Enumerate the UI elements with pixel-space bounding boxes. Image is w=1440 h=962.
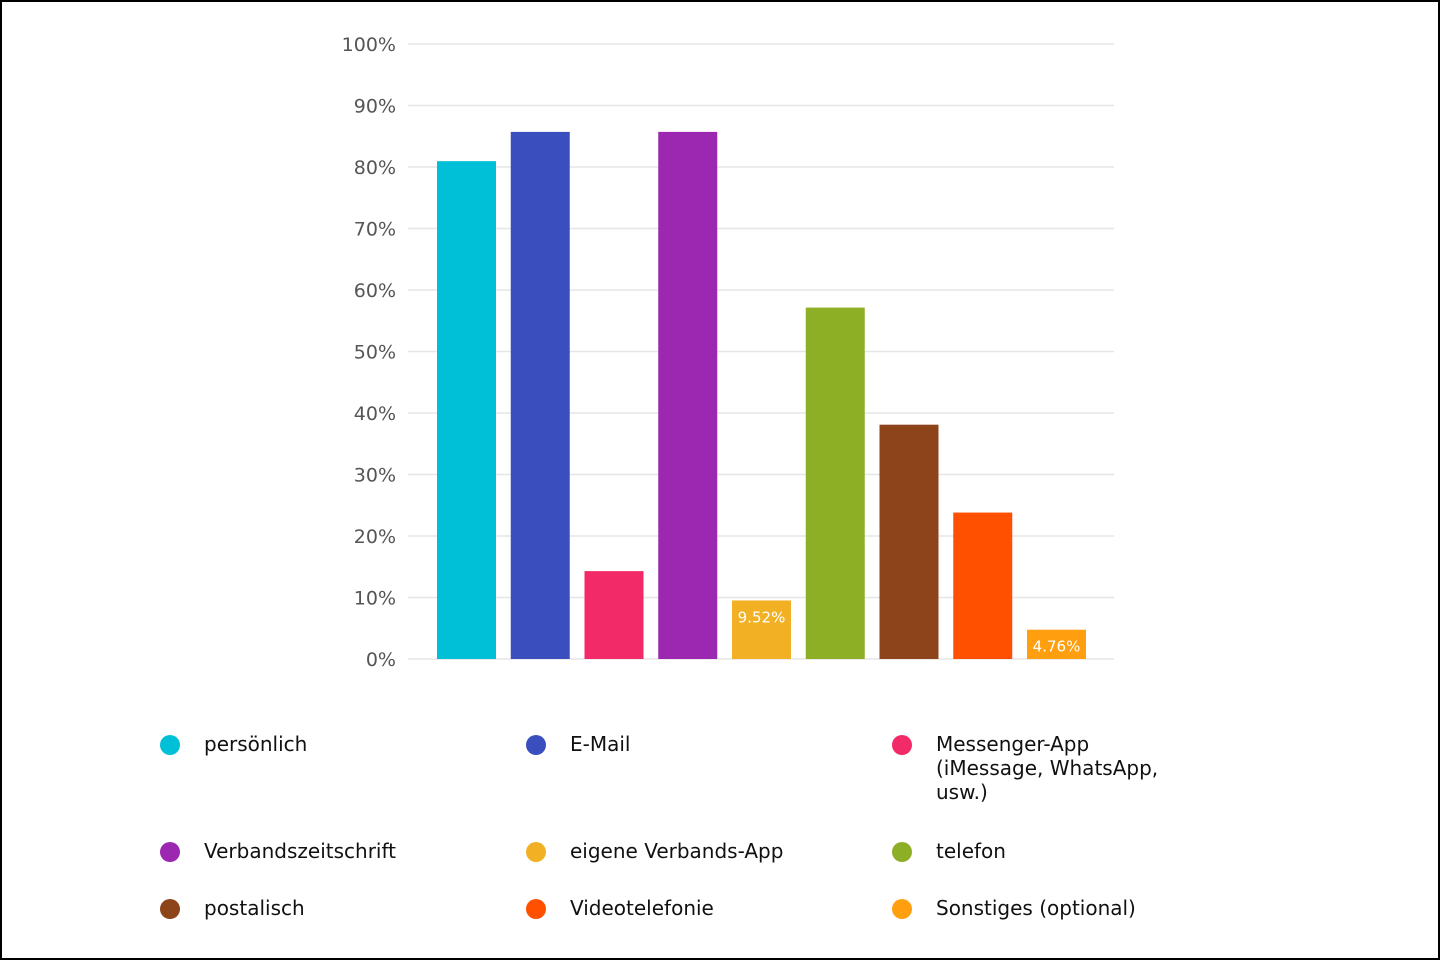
bar[interactable] <box>879 424 939 659</box>
y-tick-label: 90% <box>354 96 396 118</box>
bar[interactable] <box>584 571 644 659</box>
y-tick-label: 50% <box>354 342 396 364</box>
bar[interactable] <box>1027 629 1086 659</box>
y-tick-label: 0% <box>366 649 396 671</box>
y-tick-label: 10% <box>354 588 396 610</box>
bar[interactable] <box>732 600 791 659</box>
bar[interactable] <box>437 161 496 659</box>
bar-value-label: 4.76% <box>1033 638 1081 656</box>
data-labels: 9.52% 4.76% <box>738 608 1081 655</box>
y-tick-label: 100% <box>342 34 396 56</box>
bar[interactable] <box>658 131 718 660</box>
y-tick-label: 30% <box>354 465 396 487</box>
bar[interactable] <box>953 512 1013 659</box>
bar-value-label: 9.52% <box>738 608 786 626</box>
y-tick-label: 70% <box>354 219 396 241</box>
y-tick-label: 40% <box>354 403 396 425</box>
y-axis-ticks: 0% 10% 20% 30% 40% 50% 60% 70% 80% 90% 100% <box>342 34 396 671</box>
bar[interactable] <box>510 131 570 660</box>
bars <box>437 131 1086 660</box>
y-tick-label: 20% <box>354 526 396 548</box>
y-tick-label: 80% <box>354 157 396 179</box>
bar[interactable] <box>805 307 865 659</box>
y-tick-label: 60% <box>354 280 396 302</box>
